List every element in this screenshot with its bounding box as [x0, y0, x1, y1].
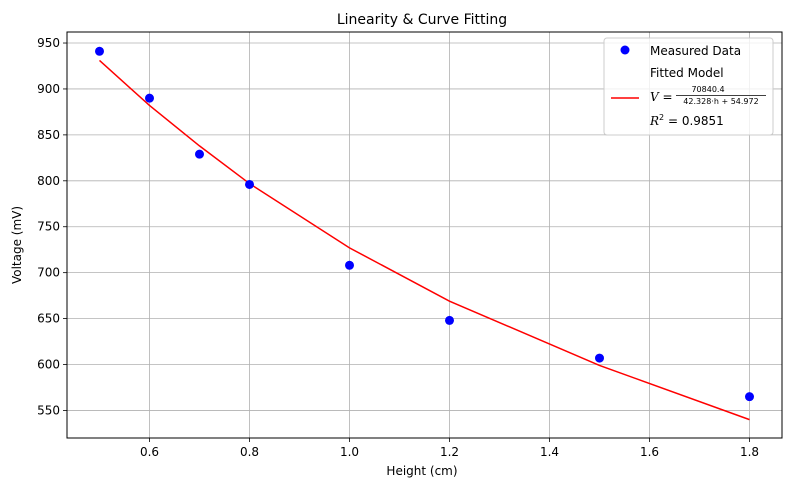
- measured-data-point: [595, 353, 604, 363]
- measured-data-point: [145, 93, 154, 103]
- measured-data-point: [195, 149, 204, 159]
- y-tick-label: 950: [37, 36, 60, 50]
- fitted-model-line-group: [98, 59, 750, 421]
- measured-data-point: [245, 179, 254, 189]
- r2-superscript: 2: [659, 113, 664, 122]
- measured-data-point: [445, 315, 454, 325]
- y-tick-label: 800: [37, 174, 60, 188]
- legend-label-measured: Measured Data: [650, 44, 741, 58]
- measured-data-points: [95, 46, 754, 402]
- legend-equation-lhs: V =: [650, 90, 673, 104]
- x-tick-label: 1.4: [540, 445, 559, 459]
- legend-equation-denominator: 42.328·h + 54.972: [683, 97, 758, 106]
- fitted-model-line: [98, 59, 750, 421]
- measured-data-point: [95, 46, 104, 56]
- legend-box: [603, 37, 774, 136]
- x-axis-label: Height (cm): [386, 464, 457, 478]
- legend-marker-measured: [620, 45, 630, 55]
- x-tick-label: 1.6: [640, 445, 659, 459]
- x-tick-label: 1.8: [740, 445, 759, 459]
- legend-label-model: Fitted Model: [650, 66, 724, 80]
- x-tick-label: 0.8: [240, 445, 259, 459]
- legend-equation-numerator: 70840.4: [691, 85, 724, 94]
- x-ticks: 0.6 0.8 1.0 1.2 1.4 1.6 1.8: [140, 438, 759, 459]
- y-tick-label: 850: [37, 128, 60, 142]
- y-tick-label: 900: [37, 82, 60, 96]
- measured-data-point: [345, 260, 354, 270]
- r2-symbol: R: [649, 114, 659, 128]
- x-tick-label: 1.2: [440, 445, 459, 459]
- legend: Measured Data Fitted Model V = 70840.4 4…: [603, 37, 774, 136]
- measured-data-point: [745, 392, 754, 402]
- x-tick-label: 0.6: [140, 445, 159, 459]
- legend-r-squared: R2 = 0.9851: [649, 113, 724, 128]
- y-tick-label: 550: [37, 403, 60, 417]
- r2-value: = 0.9851: [664, 114, 724, 128]
- plot-frame: [66, 31, 783, 439]
- y-tick-label: 700: [37, 266, 60, 280]
- y-axis-label: Voltage (mV): [10, 206, 24, 284]
- y-tick-label: 750: [37, 220, 60, 234]
- chart-title: Linearity & Curve Fitting: [337, 12, 507, 28]
- y-ticks: 550 600 650 700 750 800 850 900 950: [37, 36, 67, 417]
- x-tick-label: 1.0: [340, 445, 359, 459]
- y-tick-label: 600: [37, 358, 60, 372]
- y-tick-label: 650: [37, 312, 60, 326]
